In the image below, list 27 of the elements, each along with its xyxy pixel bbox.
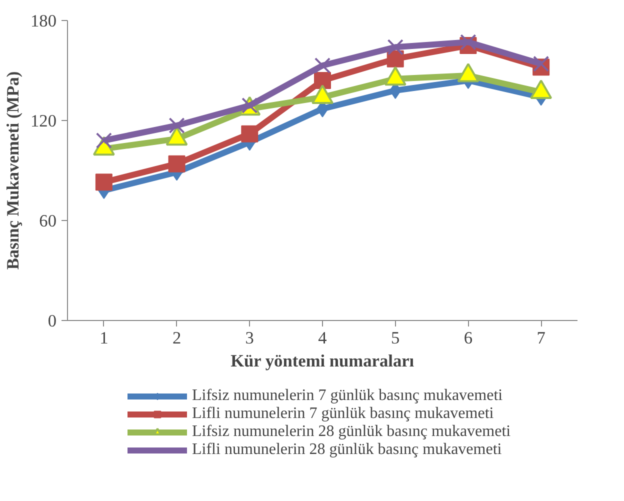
- point: [168, 117, 185, 134]
- x-tick-label: 4: [318, 328, 328, 348]
- x-tick-label: 6: [464, 328, 473, 348]
- point: [533, 56, 550, 72]
- point: [460, 34, 476, 50]
- y-axis-title: Basınç Mukavemeti (MPa): [4, 71, 23, 270]
- point: [314, 57, 331, 74]
- x-tick-label: 7: [536, 328, 546, 348]
- point: [387, 39, 404, 56]
- y-tick-label: 180: [30, 12, 57, 30]
- y-tick-label: 0: [48, 312, 57, 330]
- x-tick-label: 1: [100, 328, 108, 348]
- y-tick-label: 60: [39, 212, 56, 230]
- point: [241, 125, 258, 142]
- point: [386, 50, 404, 68]
- legend-label: Lifli numunelerin 28 günlük basınç mukavemeti: [192, 441, 502, 459]
- legend-label: Lifli numunelerin 7 günlük basınç mukavemeti: [192, 405, 494, 423]
- legend-label: Lifsiz numunelerin 7 günlük basınç mukavemeti: [192, 387, 503, 405]
- x-axis-title: Kür yöntemi numaraları: [230, 352, 414, 370]
- x-tick-label: 5: [391, 328, 400, 348]
- point: [314, 72, 331, 89]
- point: [95, 174, 112, 191]
- legend-label: Lifsiz numunelerin 28 günlük basınç mukavemeti: [192, 423, 511, 441]
- x-tick-label: 2: [172, 328, 182, 348]
- y-tick-label: 120: [30, 112, 57, 130]
- x-tick-label: 3: [245, 328, 254, 348]
- point: [168, 155, 186, 172]
